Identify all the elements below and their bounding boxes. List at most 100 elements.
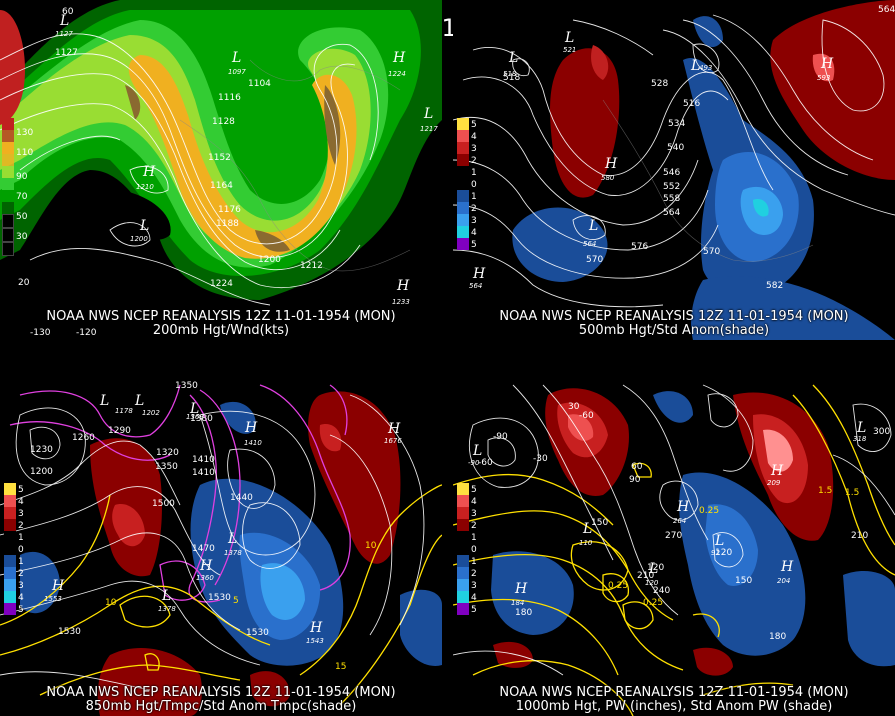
- high-value: 1553: [44, 595, 62, 603]
- contour-label: 1152: [208, 153, 231, 163]
- pw-label: 1.5: [845, 488, 859, 498]
- contour-label: 1188: [216, 219, 239, 229]
- legend-label: 0: [471, 545, 477, 555]
- legend-label: 130: [16, 128, 34, 138]
- legend-label: 2: [471, 204, 477, 214]
- contour-label: 1470: [192, 544, 215, 554]
- lat-label: 60: [62, 7, 74, 17]
- low-marker: L: [161, 588, 171, 604]
- map-850mb: 1230 1200 1260 1290 1320 1350 1380 1410 …: [0, 375, 442, 716]
- legend-label: 4: [471, 132, 477, 142]
- contour-labels: 518 528 516 534 540 546 552 558 564 570 …: [503, 5, 895, 291]
- contour-label: 60: [631, 462, 643, 472]
- contour-label: 576: [631, 242, 648, 252]
- legend-label: 1: [471, 557, 477, 567]
- anom-negative-west: [512, 207, 608, 282]
- anom-positive-west-inner: [591, 45, 609, 80]
- coastlines: [179, 59, 411, 272]
- anom-negative-center-4: [753, 199, 769, 217]
- contour-label: 210: [637, 571, 654, 581]
- low-value: 1202: [142, 409, 160, 417]
- warm-temperature-contours: [0, 484, 442, 706]
- legend-label: 4: [471, 497, 477, 507]
- low-marker: L: [59, 13, 69, 29]
- legend-label: 110: [16, 148, 34, 158]
- legend-label: 3: [471, 581, 477, 591]
- high-marker: H: [387, 421, 401, 437]
- pw-label: 0.25: [643, 598, 663, 608]
- legend-label: 4: [471, 228, 477, 238]
- contour-label: -90: [493, 432, 508, 442]
- legend-label: 1: [18, 533, 24, 543]
- high-value: 204: [777, 577, 790, 585]
- contour-label: 120: [647, 563, 664, 573]
- panel-850mb-temperature: 1230 1200 1260 1290 1320 1350 1380 1410 …: [0, 375, 442, 716]
- anom-negative-east: [400, 589, 442, 666]
- contour-label: 1530: [58, 627, 81, 637]
- panel-source: NOAA NWS NCEP REANALYSIS 12Z 11-01-1954 …: [499, 685, 849, 700]
- contour-label: 528: [651, 79, 668, 89]
- contour-label: 534: [668, 119, 685, 129]
- contour-label: 516: [683, 99, 700, 109]
- anom-negative-main-2: [705, 504, 758, 586]
- contour-label: 570: [586, 255, 603, 265]
- contour-label: 120: [715, 548, 732, 558]
- high-value: 1676: [384, 437, 402, 445]
- high-value: 564: [469, 282, 482, 290]
- pw-label: 1.5: [818, 486, 832, 496]
- contour-label: 1530: [246, 628, 269, 638]
- contour-label: 1290: [108, 426, 131, 436]
- panel-1000mb-pw: -60 -30 -60 30 60 90 120 150 180 210 240…: [453, 375, 895, 716]
- low-value: 92: [711, 549, 720, 557]
- legend-label: 90: [16, 172, 28, 182]
- low-marker: L: [714, 533, 724, 549]
- contour-label: 1410: [192, 455, 215, 465]
- lat-label: 20: [18, 278, 30, 288]
- legend-label: 3: [471, 509, 477, 519]
- contour-label: 1500: [152, 499, 175, 509]
- contour-label: 180: [769, 632, 786, 642]
- high-marker: H: [472, 266, 486, 282]
- low-value: -90: [468, 459, 480, 467]
- pw-contours: [453, 384, 895, 716]
- contour-label: 564: [878, 5, 895, 15]
- anom-negative-main-3: [260, 563, 305, 620]
- low-marker: L: [856, 420, 866, 436]
- legend-label: 0: [18, 545, 24, 555]
- contour-label: 1320: [156, 448, 179, 458]
- height-contours: [0, 394, 425, 691]
- temp-label: 15: [335, 662, 346, 672]
- panel-subtitle: 200mb Hgt/Wnd(kts): [152, 323, 290, 338]
- low-value: 110: [579, 539, 593, 547]
- legend-label: 4: [471, 593, 477, 603]
- low-value: 1178: [115, 407, 133, 415]
- contour-label: 546: [663, 168, 680, 178]
- high-value: 184: [511, 599, 524, 607]
- contour-label: 240: [653, 586, 670, 596]
- temp-label: 5: [233, 596, 239, 606]
- contour-label: 1230: [30, 445, 53, 455]
- contour-label: 570: [703, 247, 720, 257]
- high-marker: H: [51, 578, 65, 594]
- low-marker: L: [189, 401, 199, 417]
- contour-label: 1212: [300, 261, 323, 271]
- contour-label: 1224: [210, 279, 233, 289]
- anom-negative-nw: [653, 391, 693, 423]
- legend-label: 2: [18, 569, 24, 579]
- legend-label: 1: [471, 192, 477, 202]
- contour-label: 1350: [155, 462, 178, 472]
- contour-label: 1176: [218, 205, 241, 215]
- legend-label: 2: [471, 569, 477, 579]
- panel-source: NOAA NWS NCEP REANALYSIS 12Z 11-01-1954 …: [499, 309, 849, 324]
- map-200mb: 1127 1116 1104 1128 1152 1164 1176 1188 …: [0, 0, 442, 340]
- legend-label: 4: [18, 497, 24, 507]
- contour-label: 30: [568, 402, 580, 412]
- map-500mb: 518 528 516 534 540 546 552 558 564 570 …: [453, 0, 895, 340]
- panel-subtitle: 850mb Hgt/Tmpc/Std Anom Tmpc(shade): [85, 699, 357, 714]
- cold-temperature-contours: [9, 384, 351, 603]
- legend-label: 5: [471, 120, 477, 130]
- low-value: 1127: [55, 30, 73, 38]
- legend-label: 0: [471, 180, 477, 190]
